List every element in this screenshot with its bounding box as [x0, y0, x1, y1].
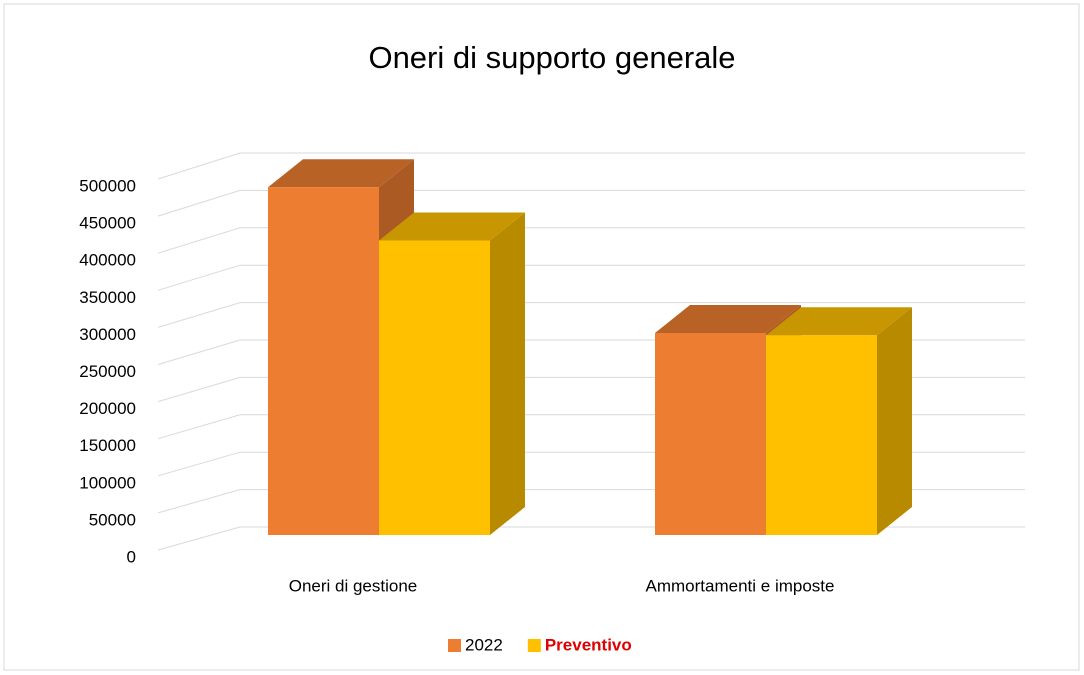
legend-label: 2022 [465, 635, 503, 654]
bar-face [655, 304, 801, 333]
grid-line [157, 189, 1025, 217]
y-tick-label: 300000 [79, 325, 136, 344]
bar-face [490, 212, 525, 536]
chart-border [3, 3, 1080, 671]
grid-line [157, 302, 1025, 328]
x-tick-label: Ammortamenti e imposte [646, 576, 835, 595]
y-tick-label: 350000 [79, 288, 136, 307]
y-tick-label: 500000 [79, 176, 136, 195]
bar-face [379, 212, 525, 241]
bar-face [766, 335, 877, 535]
legend-swatch [527, 639, 541, 652]
bar-face [268, 187, 379, 535]
y-tick-label: 400000 [79, 251, 136, 270]
bar-face [877, 307, 912, 535]
y-tick-label: 50000 [89, 510, 136, 529]
chart-title: Oneri di supporto generale [368, 40, 735, 75]
legend-label: Preventivo [545, 635, 632, 654]
y-tick-label: 100000 [79, 473, 136, 492]
bar-face [766, 307, 912, 336]
bar [766, 307, 912, 535]
y-tick-label: 0 [127, 547, 136, 566]
x-tick-label: Oneri di gestione [289, 576, 418, 595]
legend-swatch [448, 639, 461, 652]
y-tick-label: 150000 [79, 436, 136, 455]
grid-line [157, 152, 1025, 180]
grid-line [157, 264, 1025, 291]
y-tick-label: 450000 [79, 214, 136, 233]
bar [379, 212, 525, 536]
y-tick-label: 250000 [79, 362, 136, 381]
bar-face [268, 159, 414, 188]
grid-line [157, 227, 1025, 254]
bar-face [379, 240, 490, 536]
y-tick-label: 200000 [79, 399, 136, 418]
bar-face [655, 332, 766, 535]
